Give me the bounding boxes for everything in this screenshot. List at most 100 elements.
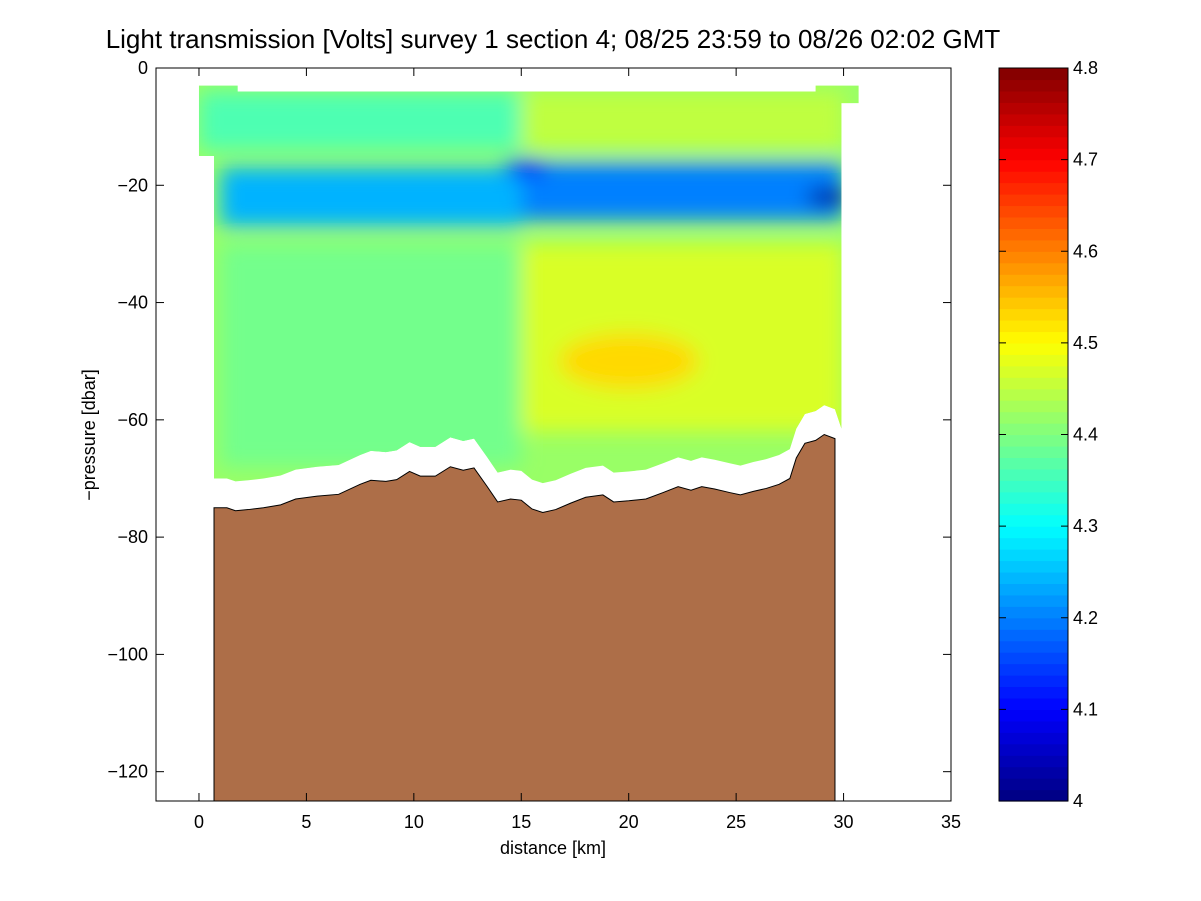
x-tick-label: 25 <box>726 812 746 832</box>
colorbar <box>999 68 1068 802</box>
colorbar-step <box>999 732 1068 745</box>
colorbar-step <box>999 411 1068 424</box>
colorbar-tick-label: 4.8 <box>1073 58 1098 78</box>
colorbar-step <box>999 125 1068 138</box>
colorbar-step <box>999 285 1068 298</box>
field-patch-8 <box>558 333 699 390</box>
colorbar-tick-label: 4.4 <box>1073 425 1098 445</box>
field-patch-0 <box>198 91 522 151</box>
y-tick-label: −100 <box>107 644 148 664</box>
colorbar-step <box>999 606 1068 619</box>
colorbar-step <box>999 365 1068 378</box>
colorbar-step <box>999 491 1068 504</box>
colorbar-step <box>999 423 1068 436</box>
colorbar-step <box>999 503 1068 516</box>
colorbar-step <box>999 617 1068 630</box>
colorbar-step <box>999 79 1068 92</box>
x-tick-label: 5 <box>301 812 311 832</box>
colorbar-step <box>999 400 1068 413</box>
colorbar-tick-label: 4.2 <box>1073 608 1098 628</box>
colorbar-step <box>999 251 1068 264</box>
colorbar-step <box>999 354 1068 367</box>
y-tick-label: −20 <box>117 175 148 195</box>
colorbar-step <box>999 789 1068 802</box>
colorbar-tick-label: 4.3 <box>1073 516 1098 536</box>
colorbar-step <box>999 594 1068 607</box>
colorbar-step <box>999 319 1068 333</box>
colorbar-tick-label: 4.5 <box>1073 333 1098 353</box>
colorbar-step <box>999 388 1068 401</box>
colorbar-step <box>999 171 1068 184</box>
y-axis-label: −pressure [dbar] <box>79 369 99 501</box>
colorbar-step <box>999 720 1068 733</box>
colorbar-step <box>999 342 1068 355</box>
colorbar-step <box>999 239 1068 252</box>
colorbar-step <box>999 480 1068 493</box>
colorbar-step <box>999 262 1068 275</box>
field-patch-2 <box>220 167 522 227</box>
y-tick-label: 0 <box>138 58 148 78</box>
colorbar-step <box>999 193 1068 207</box>
x-axis: 0 5 10 15 20 25 30 35 <box>194 68 961 832</box>
colorbar-step <box>999 583 1068 596</box>
colorbar-step <box>999 274 1068 287</box>
field-patch-7 <box>521 243 844 432</box>
field-patch-1 <box>521 91 844 151</box>
plot-area <box>198 85 859 801</box>
colorbar-step <box>999 549 1068 562</box>
colorbar-step <box>999 686 1068 699</box>
seafloor-bathymetry <box>213 433 836 801</box>
colorbar-step <box>999 102 1068 115</box>
colorbar-step <box>999 68 1068 81</box>
colorbar-step <box>999 663 1068 676</box>
colorbar-step <box>999 308 1068 321</box>
x-tick-label: 0 <box>194 812 204 832</box>
colorbar-step <box>999 228 1068 241</box>
light-transmission-field <box>198 85 859 508</box>
x-tick-label: 35 <box>941 812 961 832</box>
colorbar-step <box>999 159 1068 172</box>
colorbar-step <box>999 537 1068 550</box>
colorbar-step <box>999 652 1068 665</box>
colorbar-step <box>999 697 1068 710</box>
colorbar-step <box>999 205 1068 218</box>
colorbar-step <box>999 778 1068 791</box>
colorbar-step <box>999 514 1068 527</box>
y-tick-label: −80 <box>117 527 148 547</box>
colorbar-step <box>999 468 1068 481</box>
colorbar-step <box>999 113 1068 126</box>
colorbar-step <box>999 526 1068 539</box>
x-tick-label: 10 <box>404 812 424 832</box>
x-tick-label: 15 <box>511 812 531 832</box>
colorbar-step <box>999 377 1068 390</box>
colorbar-step <box>999 182 1068 195</box>
colorbar-step <box>999 675 1068 688</box>
colorbar-step <box>999 136 1068 149</box>
colorbar-step <box>999 457 1068 470</box>
colorbar-tick-label: 4.1 <box>1073 699 1098 719</box>
colorbar-tick-label: 4 <box>1073 791 1083 811</box>
colorbar-step <box>999 90 1068 103</box>
colorbar-tick-label: 4.7 <box>1073 150 1098 170</box>
colorbar-tick-label: 4.6 <box>1073 241 1098 261</box>
y-axis: 0 −20 −40 −60 −80 −100 −120 <box>107 58 951 782</box>
colorbar-step <box>999 297 1068 310</box>
colorbar-step <box>999 755 1068 768</box>
colorbar-step <box>999 640 1068 653</box>
x-axis-label: distance [km] <box>500 838 606 858</box>
field-patch-6 <box>220 243 522 467</box>
colorbar-step <box>999 766 1068 779</box>
y-tick-label: −120 <box>107 762 148 782</box>
x-tick-label: 20 <box>619 812 639 832</box>
colorbar-step <box>999 148 1068 161</box>
colorbar-step <box>999 571 1068 584</box>
colorbar-step <box>999 709 1068 722</box>
chart-title: Light transmission [Volts] survey 1 sect… <box>106 24 1001 54</box>
y-tick-label: −40 <box>117 293 148 313</box>
colorbar-step <box>999 445 1068 459</box>
field-patch-4 <box>503 158 548 177</box>
y-tick-label: −60 <box>117 410 148 430</box>
colorbar-step <box>999 560 1068 573</box>
colorbar-step <box>999 743 1068 756</box>
